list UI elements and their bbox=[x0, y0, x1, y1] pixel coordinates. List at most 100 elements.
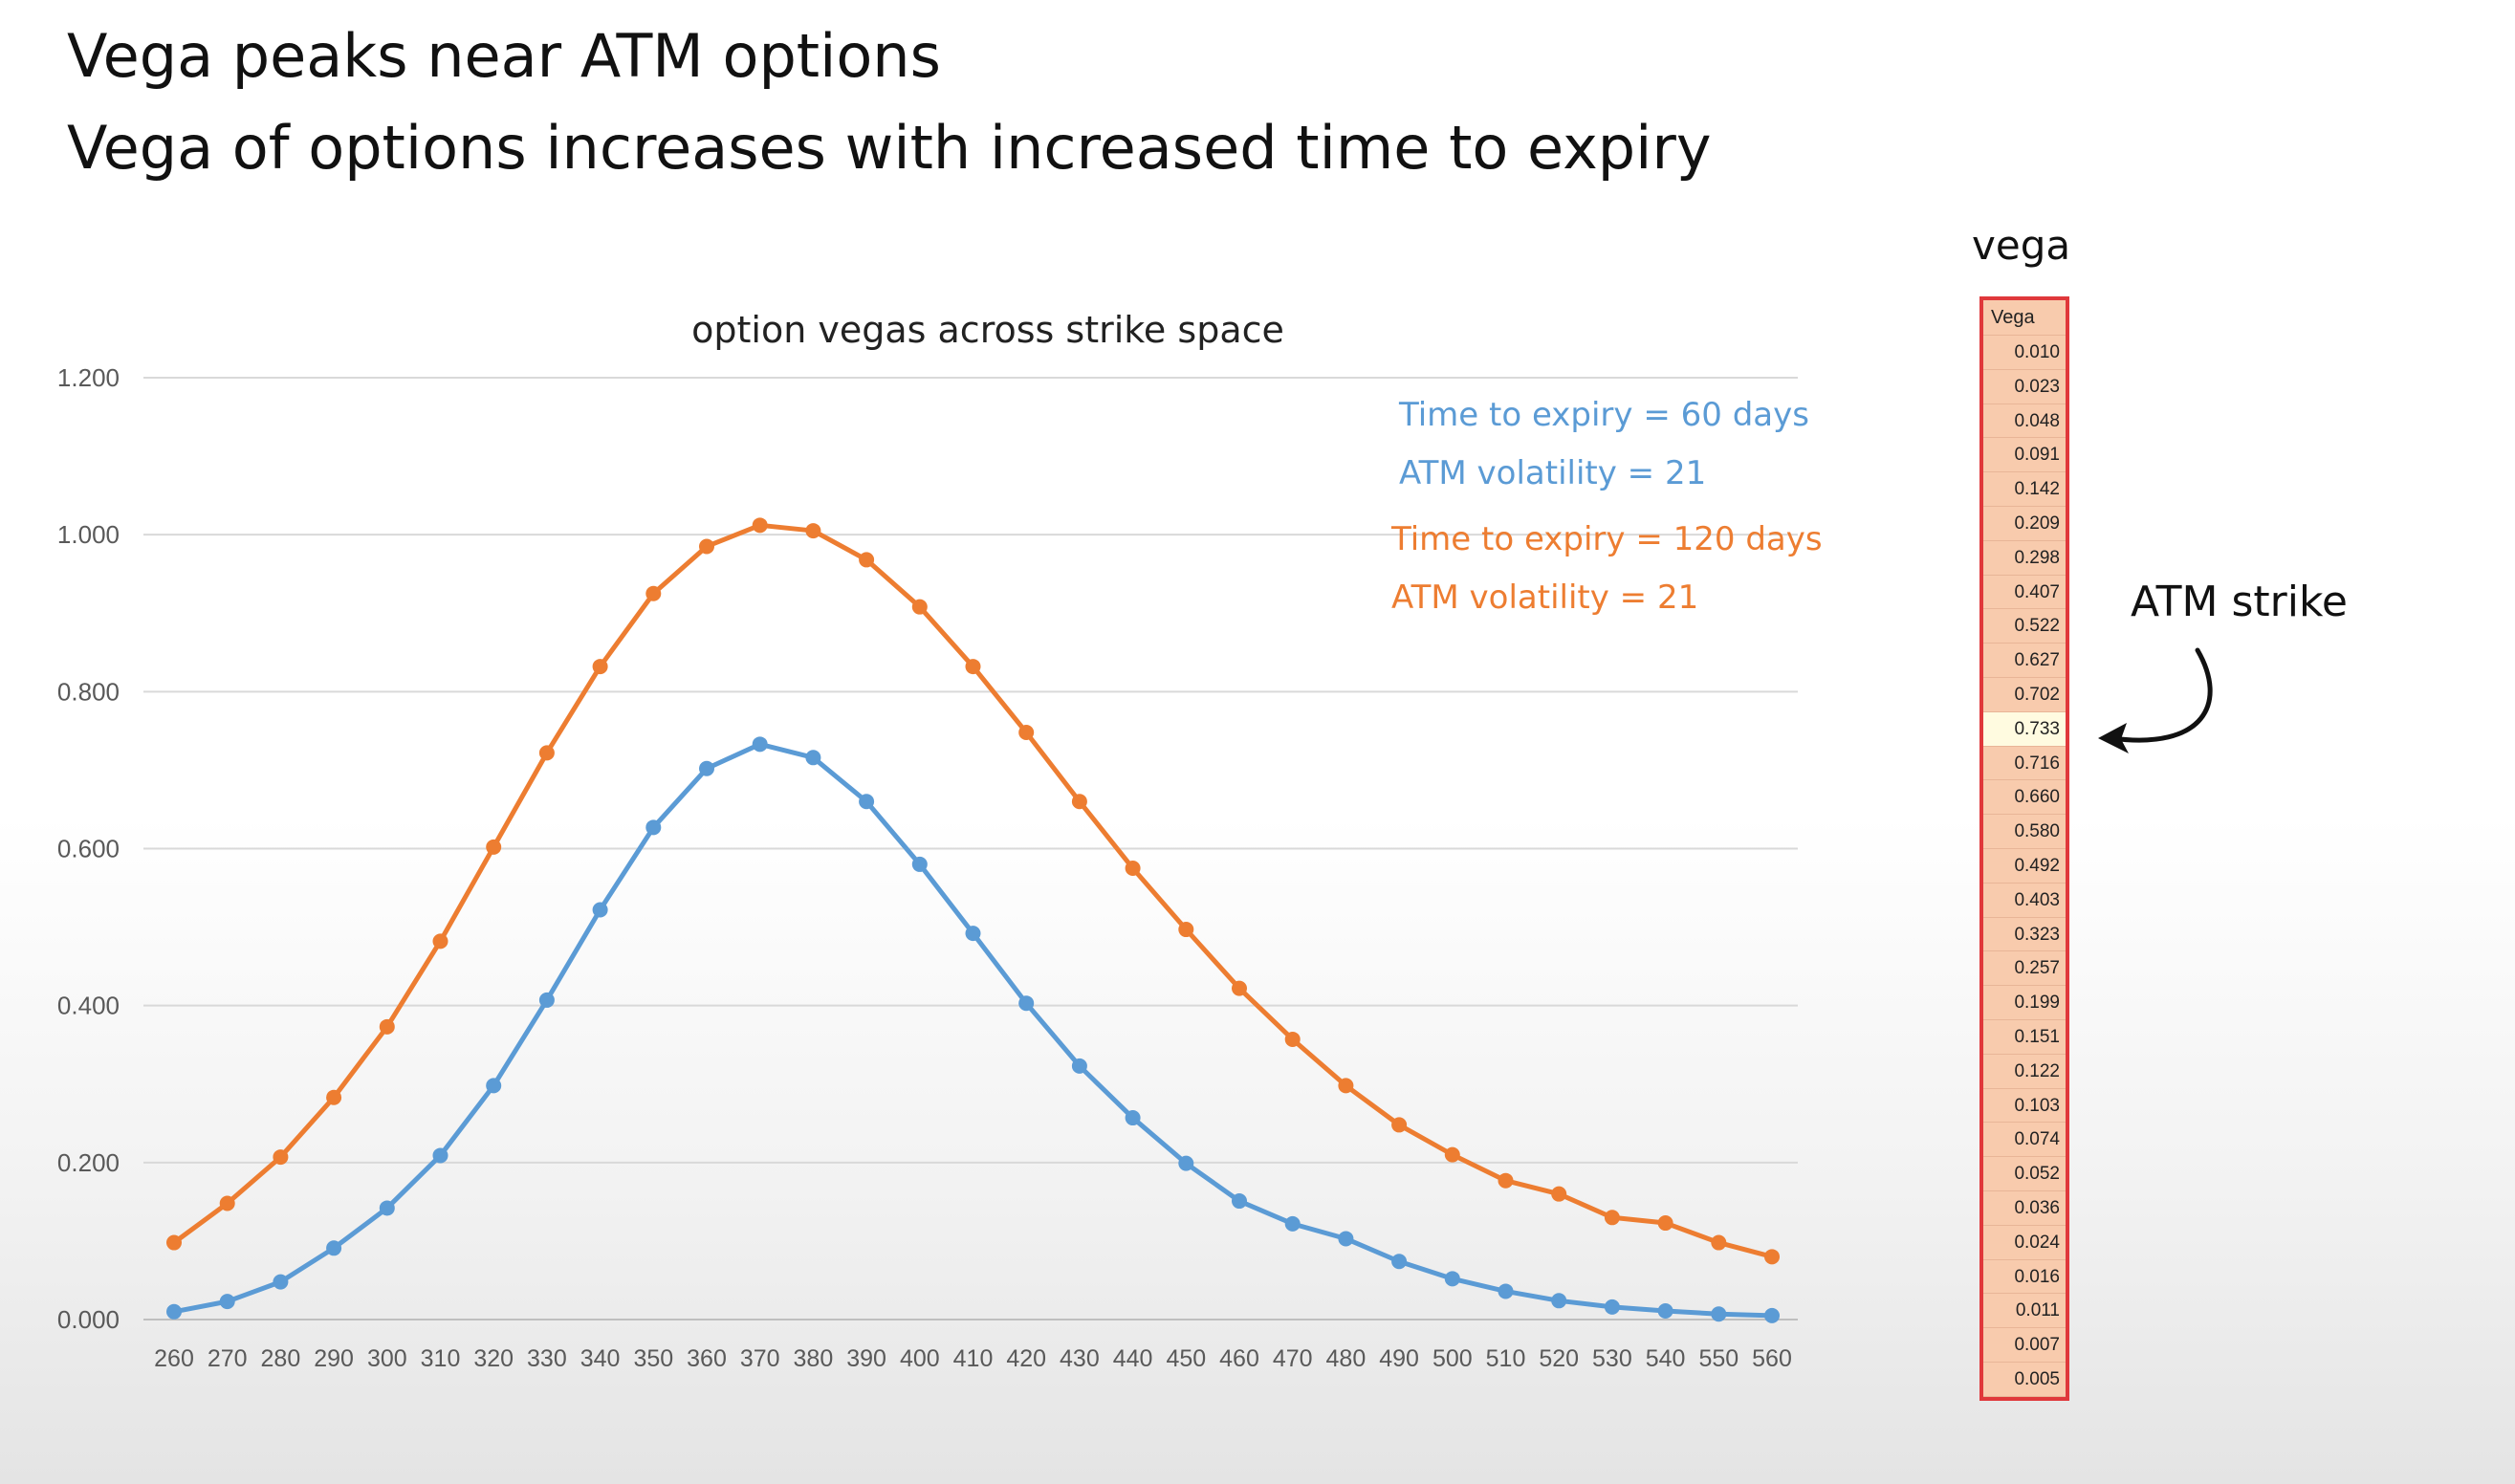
atm-strike-label: ATM strike bbox=[2131, 578, 2348, 626]
legend-annotations: Time to expiry = 60 days ATM volatility =… bbox=[1390, 396, 1823, 617]
vega-cell: 0.007 bbox=[1983, 1328, 2066, 1363]
data-point bbox=[1764, 1249, 1780, 1265]
data-point bbox=[326, 1240, 342, 1256]
x-tick-label: 530 bbox=[1592, 1345, 1632, 1372]
vega-cell: 0.298 bbox=[1983, 541, 2066, 576]
vega-cell: 0.005 bbox=[1983, 1363, 2066, 1397]
x-tick-label: 330 bbox=[527, 1345, 567, 1372]
x-tick-label: 290 bbox=[314, 1345, 354, 1372]
vega-table-heading: vega bbox=[1972, 222, 2071, 269]
data-point bbox=[805, 750, 821, 766]
vega-cell: 0.522 bbox=[1983, 609, 2066, 644]
vega-table-header: Vega bbox=[1983, 300, 2066, 336]
data-point bbox=[219, 1195, 235, 1211]
data-point bbox=[752, 517, 768, 534]
data-point bbox=[432, 1147, 448, 1164]
data-point bbox=[1232, 980, 1247, 996]
legend-annotation: Time to expiry = 60 days bbox=[1398, 396, 1809, 434]
vega-cell: 0.142 bbox=[1983, 472, 2066, 507]
x-tick-label: 550 bbox=[1698, 1345, 1739, 1372]
data-point bbox=[1711, 1234, 1727, 1251]
vega-cell: 0.052 bbox=[1983, 1157, 2066, 1191]
data-point bbox=[273, 1274, 289, 1290]
data-point bbox=[592, 902, 608, 918]
data-point bbox=[219, 1294, 235, 1310]
vega-cell: 0.660 bbox=[1983, 780, 2066, 816]
y-tick-label: 0.000 bbox=[57, 1305, 120, 1334]
legend-annotation: ATM volatility = 21 bbox=[1399, 454, 1706, 492]
x-tick-label: 500 bbox=[1432, 1345, 1473, 1372]
data-point bbox=[1125, 861, 1141, 877]
data-point bbox=[1764, 1307, 1780, 1323]
data-point bbox=[592, 659, 608, 675]
data-point bbox=[1338, 1078, 1354, 1094]
data-point bbox=[1444, 1271, 1460, 1287]
data-point bbox=[1071, 794, 1087, 810]
data-point bbox=[379, 1018, 395, 1035]
data-point bbox=[965, 659, 981, 675]
vega-cell: 0.407 bbox=[1983, 576, 2066, 610]
x-tick-label: 490 bbox=[1379, 1345, 1419, 1372]
series-layer bbox=[166, 517, 1780, 1323]
data-point bbox=[538, 992, 555, 1008]
data-point bbox=[486, 1078, 502, 1094]
data-point bbox=[965, 926, 981, 942]
data-point bbox=[1232, 1193, 1247, 1210]
data-point bbox=[1284, 1215, 1301, 1232]
data-point bbox=[1391, 1254, 1408, 1270]
x-tick-label: 520 bbox=[1539, 1345, 1579, 1372]
x-tick-label: 370 bbox=[740, 1345, 780, 1372]
vega-cell: 0.091 bbox=[1983, 438, 2066, 473]
data-point bbox=[1125, 1110, 1141, 1126]
slide-title-line1: Vega peaks near ATM options bbox=[67, 21, 941, 91]
data-point bbox=[805, 523, 821, 539]
gridlines bbox=[143, 377, 1798, 1320]
x-tick-label: 480 bbox=[1326, 1345, 1367, 1372]
x-tick-label: 400 bbox=[900, 1345, 940, 1372]
data-point bbox=[859, 794, 875, 810]
slide-title-line2: Vega of options increases with increased… bbox=[67, 113, 1712, 183]
y-axis-ticks: 0.000 0.200 0.400 0.600 0.800 1.000 1.200 bbox=[57, 363, 120, 1334]
data-point bbox=[1338, 1231, 1354, 1247]
x-tick-label: 540 bbox=[1646, 1345, 1686, 1372]
data-point bbox=[1391, 1117, 1408, 1133]
series-0 bbox=[166, 736, 1780, 1323]
vega-cell: 0.627 bbox=[1983, 644, 2066, 678]
x-tick-label: 260 bbox=[154, 1345, 194, 1372]
data-point bbox=[379, 1200, 395, 1216]
vega-cell: 0.010 bbox=[1983, 336, 2066, 370]
vega-cell: 0.580 bbox=[1983, 815, 2066, 849]
x-tick-label: 440 bbox=[1113, 1345, 1153, 1372]
vega-cell: 0.323 bbox=[1983, 918, 2066, 952]
vega-cell: 0.016 bbox=[1983, 1260, 2066, 1295]
data-point bbox=[1551, 1293, 1567, 1309]
data-point bbox=[1018, 995, 1035, 1012]
x-tick-label: 340 bbox=[580, 1345, 621, 1372]
data-point bbox=[859, 552, 875, 568]
data-point bbox=[1018, 725, 1035, 741]
vega-cell: 0.036 bbox=[1983, 1191, 2066, 1226]
data-point bbox=[166, 1234, 182, 1251]
x-tick-label: 510 bbox=[1486, 1345, 1526, 1372]
x-tick-label: 320 bbox=[473, 1345, 514, 1372]
vega-cell: 0.716 bbox=[1983, 747, 2066, 781]
curved-arrow-icon bbox=[2098, 647, 2213, 753]
data-point bbox=[1551, 1186, 1567, 1202]
x-tick-label: 430 bbox=[1060, 1345, 1100, 1372]
x-tick-label: 360 bbox=[687, 1345, 727, 1372]
x-tick-label: 560 bbox=[1752, 1345, 1792, 1372]
data-point bbox=[1178, 922, 1194, 938]
data-point bbox=[1498, 1172, 1514, 1189]
x-tick-label: 450 bbox=[1166, 1345, 1206, 1372]
data-point bbox=[166, 1303, 182, 1320]
x-tick-label: 310 bbox=[421, 1345, 461, 1372]
vega-table: Vega 0.010 0.023 0.048 0.091 0.142 0.209 0.298… bbox=[1979, 296, 2069, 1401]
x-tick-label: 410 bbox=[953, 1345, 994, 1372]
vega-cell: 0.151 bbox=[1983, 1020, 2066, 1055]
data-point bbox=[326, 1089, 342, 1105]
legend-annotation: Time to expiry = 120 days bbox=[1390, 520, 1823, 558]
vega-cell: 0.702 bbox=[1983, 678, 2066, 712]
data-point bbox=[1071, 1058, 1087, 1074]
vega-cell: 0.122 bbox=[1983, 1055, 2066, 1089]
